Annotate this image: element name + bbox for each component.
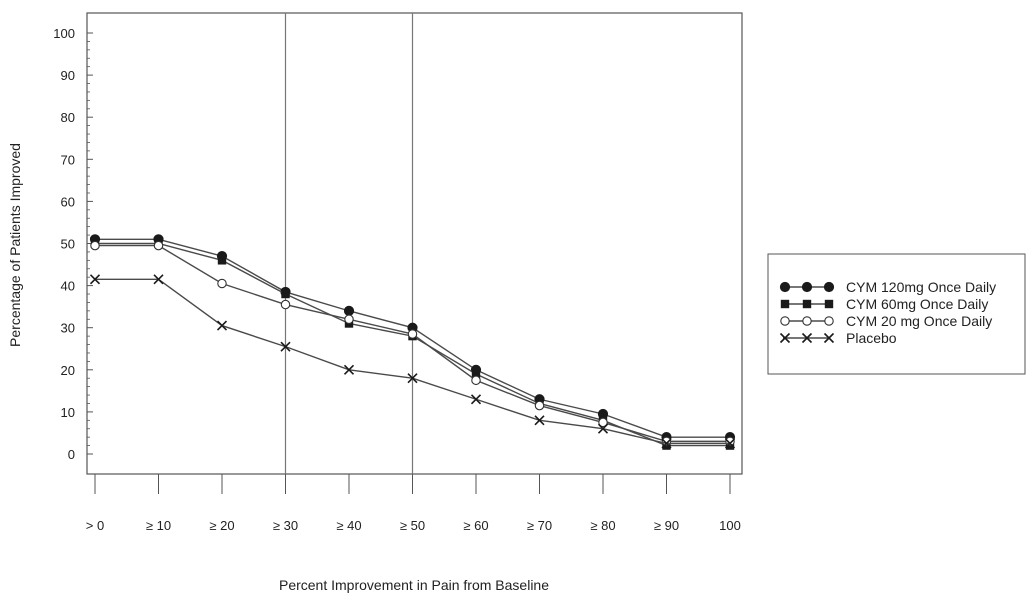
y-tick-label: 90 xyxy=(61,68,75,83)
x-tick-label: 100 xyxy=(719,518,741,533)
legend-marker xyxy=(801,332,813,344)
data-point xyxy=(280,341,291,352)
data-point xyxy=(343,364,355,375)
data-point xyxy=(153,274,164,285)
data-point xyxy=(153,240,164,251)
x-tick-label: ≥ 90 xyxy=(654,518,679,533)
x-tick-label: ≥ 40 xyxy=(336,518,361,533)
y-tick-label: 100 xyxy=(53,26,75,41)
legend-marker xyxy=(824,316,834,326)
y-tick-label: 70 xyxy=(61,152,75,167)
y-tick-label: 0 xyxy=(68,447,75,462)
legend-marker xyxy=(779,332,791,344)
legend-marker xyxy=(801,281,813,293)
legend-entry: CYM 60mg Once Daily xyxy=(780,296,988,312)
legend-marker xyxy=(780,299,790,309)
x-tick-label: ≥ 20 xyxy=(209,518,234,533)
x-tick-label: ≥ 30 xyxy=(273,518,298,533)
data-point xyxy=(343,305,355,316)
legend-marker xyxy=(823,332,835,344)
data-point xyxy=(724,438,736,449)
legend-label: CYM 120mg Once Daily xyxy=(846,279,996,295)
x-tick-label: ≥ 10 xyxy=(146,518,171,533)
x-tick-label: ≥ 60 xyxy=(463,518,488,533)
y-tick-label: 60 xyxy=(61,194,75,209)
data-point xyxy=(90,240,100,251)
data-point xyxy=(281,289,290,299)
data-point xyxy=(470,394,482,405)
data-point xyxy=(534,400,545,411)
data-point xyxy=(661,438,672,449)
data-point xyxy=(534,415,545,426)
data-point xyxy=(471,375,481,386)
legend-marker xyxy=(780,316,790,326)
y-axis-title: Percentage of Patients Improved xyxy=(7,143,23,347)
series-4 xyxy=(89,274,736,449)
y-tick-label: 10 xyxy=(61,405,75,420)
plot-frame xyxy=(86,12,743,475)
legend-label: Placebo xyxy=(846,330,897,346)
legend-label: CYM 20 mg Once Daily xyxy=(846,313,992,329)
legend-marker xyxy=(779,281,791,293)
y-tick-label: 80 xyxy=(61,110,75,125)
y-tick-label: 40 xyxy=(61,279,75,294)
x-tick-label: ≥ 70 xyxy=(527,518,552,533)
legend-marker xyxy=(824,299,834,309)
legend-entry: CYM 20 mg Once Daily xyxy=(780,313,992,329)
data-point xyxy=(217,278,227,289)
data-point xyxy=(216,320,228,331)
legend-marker xyxy=(823,281,835,293)
legend-entry: Placebo xyxy=(779,330,897,346)
y-tick-label: 50 xyxy=(61,237,75,252)
series-3 xyxy=(90,240,735,447)
data-point xyxy=(597,423,609,434)
y-tick-label: 30 xyxy=(61,321,75,336)
data-point xyxy=(598,417,608,428)
x-tick-label: ≥ 50 xyxy=(400,518,425,533)
data-point xyxy=(217,256,227,265)
legend-entry: CYM 120mg Once Daily xyxy=(779,279,996,295)
legend-label: CYM 60mg Once Daily xyxy=(846,296,988,312)
data-point xyxy=(280,299,291,310)
data-point xyxy=(89,274,101,285)
legend-marker xyxy=(802,316,812,326)
x-axis-title: Percent Improvement in Pain from Baselin… xyxy=(279,577,549,593)
data-point xyxy=(471,369,481,379)
x-tick-label: > 0 xyxy=(86,518,104,533)
legend-marker xyxy=(802,299,812,309)
x-tick-label: ≥ 80 xyxy=(590,518,615,533)
data-point xyxy=(407,329,418,339)
legend-box xyxy=(767,253,1026,375)
data-point xyxy=(344,314,354,325)
y-tick-label: 20 xyxy=(61,363,75,378)
data-point xyxy=(407,373,418,384)
